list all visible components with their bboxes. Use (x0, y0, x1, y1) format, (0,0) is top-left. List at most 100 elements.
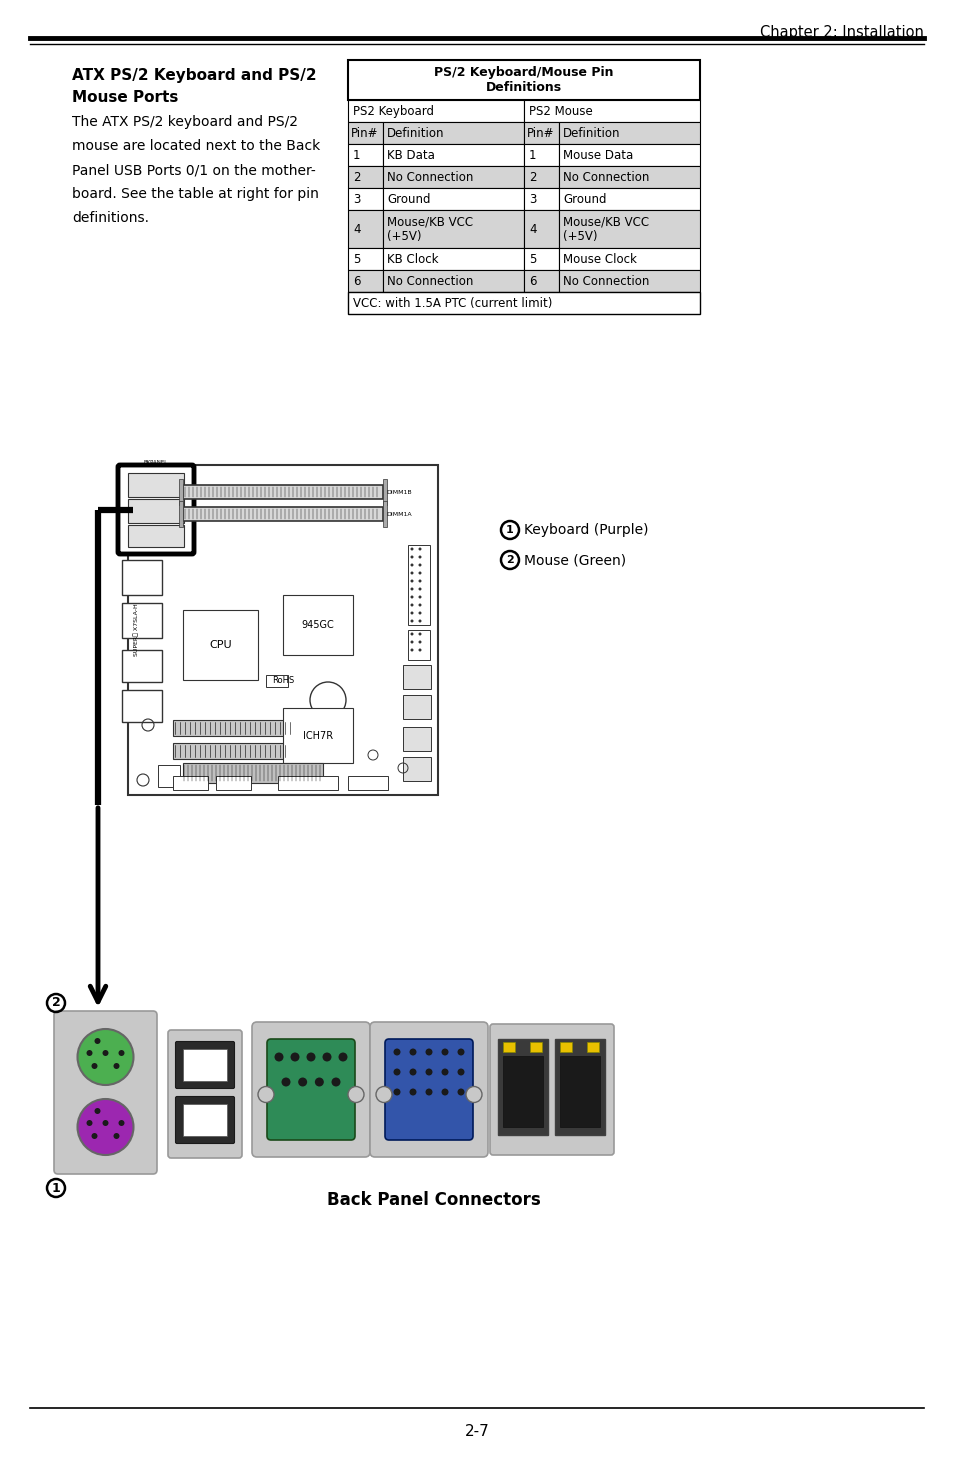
FancyBboxPatch shape (348, 248, 382, 270)
Text: 1: 1 (506, 525, 514, 535)
Circle shape (410, 640, 413, 643)
FancyBboxPatch shape (348, 101, 523, 122)
Text: 945GC: 945GC (301, 620, 334, 630)
Circle shape (410, 604, 413, 607)
Circle shape (457, 1048, 464, 1056)
Text: ICH7R: ICH7R (303, 730, 333, 741)
Circle shape (393, 1089, 400, 1095)
Text: CPU: CPU (209, 640, 232, 650)
FancyBboxPatch shape (128, 525, 184, 547)
FancyBboxPatch shape (348, 60, 700, 101)
Circle shape (441, 1069, 448, 1076)
Text: 6: 6 (529, 274, 536, 287)
FancyBboxPatch shape (179, 480, 183, 504)
Circle shape (441, 1089, 448, 1095)
Circle shape (418, 604, 421, 607)
FancyBboxPatch shape (382, 502, 387, 526)
Circle shape (418, 611, 421, 614)
Circle shape (441, 1048, 448, 1056)
Circle shape (410, 649, 413, 652)
FancyBboxPatch shape (558, 144, 700, 166)
Text: No Connection: No Connection (387, 171, 473, 184)
Circle shape (393, 1048, 400, 1056)
FancyBboxPatch shape (348, 188, 382, 210)
Circle shape (410, 548, 413, 551)
Circle shape (410, 555, 413, 558)
Text: The ATX PS/2 keyboard and PS/2: The ATX PS/2 keyboard and PS/2 (71, 115, 297, 128)
Circle shape (118, 1050, 125, 1056)
Text: KB Clock: KB Clock (387, 252, 438, 265)
FancyBboxPatch shape (348, 270, 382, 292)
Circle shape (410, 611, 413, 614)
Circle shape (298, 1077, 307, 1086)
Circle shape (410, 633, 413, 636)
Text: 2: 2 (529, 171, 536, 184)
FancyBboxPatch shape (348, 144, 382, 166)
Circle shape (102, 1120, 109, 1126)
FancyBboxPatch shape (183, 1048, 227, 1080)
Text: Ground: Ground (562, 192, 606, 206)
Circle shape (418, 548, 421, 551)
Circle shape (291, 1053, 299, 1061)
Circle shape (91, 1063, 97, 1069)
FancyBboxPatch shape (370, 1022, 488, 1158)
Text: Ground: Ground (387, 192, 430, 206)
FancyBboxPatch shape (122, 604, 162, 639)
Circle shape (410, 588, 413, 590)
Text: Mouse Data: Mouse Data (562, 149, 633, 162)
Text: DIMM1B: DIMM1B (386, 490, 411, 494)
Text: 4: 4 (529, 223, 536, 236)
Text: 4: 4 (353, 223, 360, 236)
FancyBboxPatch shape (172, 744, 288, 760)
Circle shape (77, 1099, 133, 1155)
FancyBboxPatch shape (183, 609, 257, 679)
Text: 6: 6 (353, 274, 360, 287)
FancyBboxPatch shape (502, 1042, 515, 1053)
Circle shape (409, 1069, 416, 1076)
FancyBboxPatch shape (183, 486, 382, 499)
Text: ATX PS/2 Keyboard and PS/2: ATX PS/2 Keyboard and PS/2 (71, 69, 316, 83)
FancyBboxPatch shape (558, 248, 700, 270)
FancyBboxPatch shape (183, 763, 323, 783)
Text: Mouse Ports: Mouse Ports (71, 90, 178, 105)
Text: 1: 1 (51, 1181, 60, 1194)
Text: PS2 Keyboard: PS2 Keyboard (353, 105, 434, 118)
Circle shape (418, 640, 421, 643)
Text: KB Data: KB Data (387, 149, 435, 162)
Circle shape (274, 1053, 283, 1061)
Text: Back Panel Connectors: Back Panel Connectors (327, 1191, 540, 1209)
FancyBboxPatch shape (122, 560, 162, 595)
FancyBboxPatch shape (523, 248, 558, 270)
FancyBboxPatch shape (348, 210, 382, 248)
Text: No Connection: No Connection (562, 171, 649, 184)
FancyBboxPatch shape (348, 166, 382, 188)
Text: No Connection: No Connection (562, 274, 649, 287)
FancyBboxPatch shape (382, 210, 523, 248)
Text: Chapter 2: Installation: Chapter 2: Installation (760, 25, 923, 39)
Circle shape (418, 649, 421, 652)
FancyBboxPatch shape (348, 122, 382, 144)
Text: BKPANEL: BKPANEL (144, 461, 168, 465)
Text: 3: 3 (529, 192, 536, 206)
FancyBboxPatch shape (490, 1024, 614, 1155)
FancyBboxPatch shape (558, 270, 700, 292)
Circle shape (306, 1053, 315, 1061)
FancyBboxPatch shape (523, 166, 558, 188)
FancyBboxPatch shape (385, 1040, 473, 1140)
Text: definitions.: definitions. (71, 211, 149, 225)
FancyBboxPatch shape (277, 776, 337, 790)
Text: 5: 5 (353, 252, 360, 265)
Circle shape (418, 572, 421, 574)
Circle shape (410, 579, 413, 583)
Text: Keyboard (Purple): Keyboard (Purple) (523, 523, 648, 537)
Text: 3: 3 (353, 192, 360, 206)
FancyBboxPatch shape (175, 1096, 234, 1143)
FancyBboxPatch shape (382, 188, 523, 210)
Text: mouse are located next to the Back: mouse are located next to the Back (71, 139, 320, 153)
Circle shape (418, 579, 421, 583)
Text: Definition: Definition (387, 127, 444, 140)
FancyBboxPatch shape (118, 465, 193, 554)
FancyBboxPatch shape (523, 188, 558, 210)
FancyBboxPatch shape (586, 1042, 598, 1053)
Circle shape (418, 620, 421, 623)
